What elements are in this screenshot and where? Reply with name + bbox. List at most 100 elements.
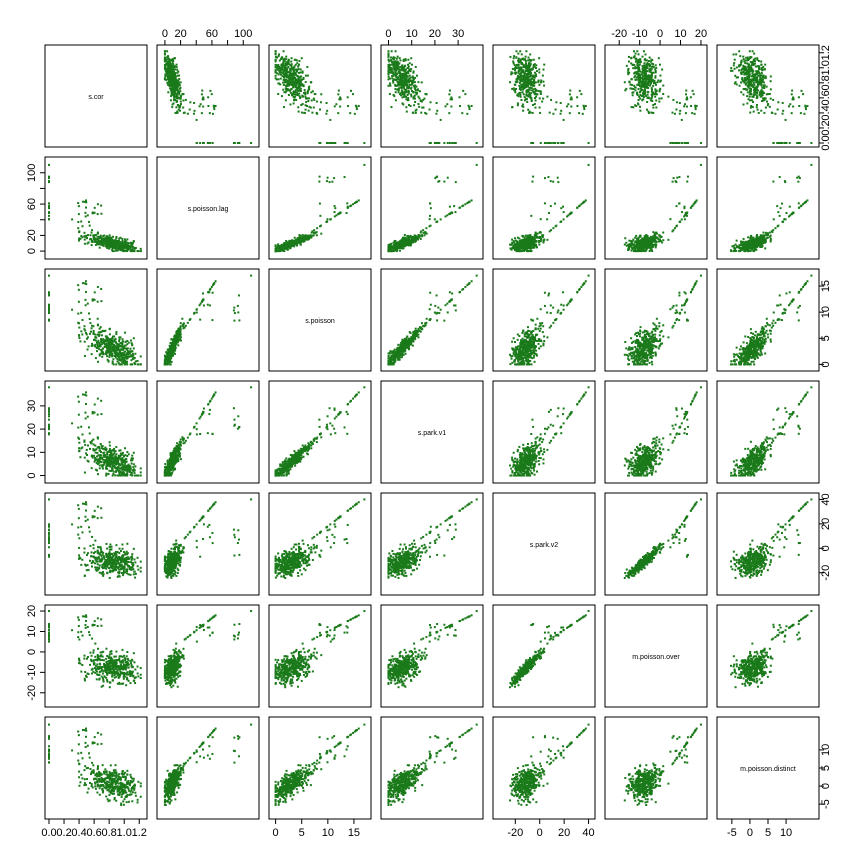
point xyxy=(349,112,352,115)
point xyxy=(750,66,753,69)
point xyxy=(397,91,400,94)
point xyxy=(522,58,525,61)
point xyxy=(784,142,787,144)
point xyxy=(753,62,756,65)
point xyxy=(630,87,633,90)
point xyxy=(274,52,277,55)
point xyxy=(414,101,417,104)
point xyxy=(418,97,421,100)
point xyxy=(539,81,542,84)
point xyxy=(549,205,552,208)
point xyxy=(103,234,106,237)
point xyxy=(407,58,410,61)
point xyxy=(405,95,408,98)
point xyxy=(750,78,753,81)
point xyxy=(526,238,529,241)
point xyxy=(637,98,640,101)
point xyxy=(762,85,765,88)
point xyxy=(115,237,118,240)
point xyxy=(163,60,166,63)
point xyxy=(404,73,407,76)
point xyxy=(404,244,407,247)
point xyxy=(524,77,527,80)
point xyxy=(655,93,658,96)
point xyxy=(797,142,800,144)
point xyxy=(627,71,630,74)
point xyxy=(627,55,630,58)
point xyxy=(646,108,649,111)
point xyxy=(282,247,285,250)
point xyxy=(287,58,290,61)
point xyxy=(293,236,296,239)
point xyxy=(355,108,358,111)
point xyxy=(647,63,650,66)
point xyxy=(642,66,645,69)
point xyxy=(295,70,298,73)
point xyxy=(646,81,649,84)
point xyxy=(543,177,546,180)
point xyxy=(294,72,297,75)
point xyxy=(790,93,793,96)
point xyxy=(280,58,283,61)
point xyxy=(639,78,642,81)
point xyxy=(106,246,109,249)
point xyxy=(188,108,191,111)
point xyxy=(166,73,169,76)
point xyxy=(176,88,179,91)
point xyxy=(105,245,108,248)
point xyxy=(534,81,537,84)
point xyxy=(174,80,177,83)
point xyxy=(750,84,753,87)
point xyxy=(274,77,277,80)
point xyxy=(678,176,681,179)
point xyxy=(468,106,471,109)
point xyxy=(691,112,694,115)
point xyxy=(48,214,50,217)
point xyxy=(103,237,106,240)
point xyxy=(131,243,134,246)
point xyxy=(637,246,640,249)
point xyxy=(641,71,644,74)
point xyxy=(410,79,413,82)
point xyxy=(421,106,424,109)
point xyxy=(638,66,641,69)
point xyxy=(428,214,431,217)
point xyxy=(548,230,551,233)
point xyxy=(403,87,406,90)
point xyxy=(179,103,182,106)
point xyxy=(412,81,415,84)
points-1-4 xyxy=(509,163,590,253)
point xyxy=(756,95,759,98)
point xyxy=(422,98,425,101)
point xyxy=(299,235,302,238)
point xyxy=(755,71,758,74)
point xyxy=(738,50,741,53)
point xyxy=(519,50,522,53)
point xyxy=(640,95,643,98)
point xyxy=(538,97,541,100)
point xyxy=(295,59,298,62)
point xyxy=(520,53,523,56)
point xyxy=(104,238,107,241)
point xyxy=(748,63,751,66)
point xyxy=(402,86,405,89)
point xyxy=(131,242,134,245)
point xyxy=(357,104,360,107)
point xyxy=(730,69,733,72)
point xyxy=(643,236,646,239)
point xyxy=(752,70,755,73)
point xyxy=(733,58,736,61)
point xyxy=(412,85,415,88)
point xyxy=(802,93,805,96)
point xyxy=(642,77,645,80)
point xyxy=(422,229,425,232)
point xyxy=(526,80,529,83)
point xyxy=(335,214,338,217)
point xyxy=(200,93,203,96)
point xyxy=(134,247,137,250)
point xyxy=(387,84,390,87)
point xyxy=(525,50,528,53)
point xyxy=(659,80,662,83)
point xyxy=(298,236,301,239)
point xyxy=(525,64,528,67)
